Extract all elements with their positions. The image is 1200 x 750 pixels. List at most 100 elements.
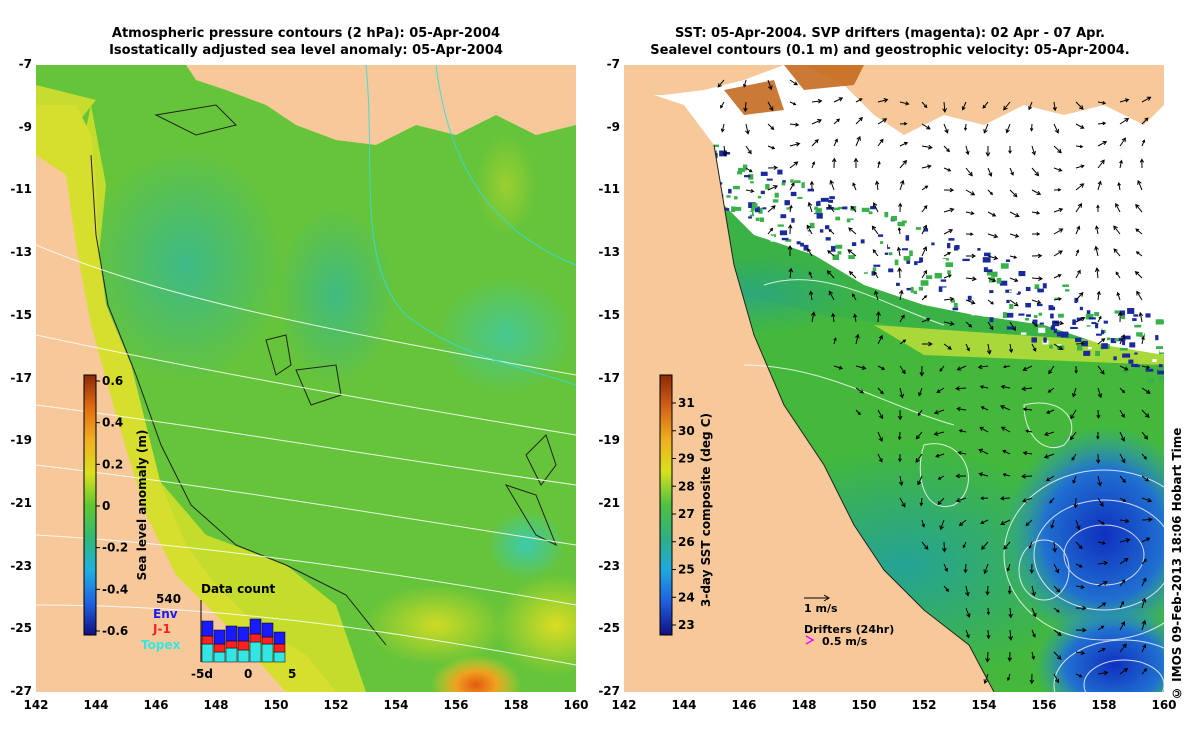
left-lon-tick: 156 bbox=[443, 698, 469, 712]
cloud-speckle bbox=[913, 290, 917, 295]
velocity-arrow bbox=[1053, 651, 1062, 660]
velocity-arrow bbox=[1009, 211, 1020, 218]
cloud-speckle bbox=[848, 255, 855, 260]
data-count-bar bbox=[249, 618, 262, 635]
velocity-arrow bbox=[965, 167, 973, 177]
cloud-speckle bbox=[748, 174, 754, 180]
cloud-speckle bbox=[1026, 314, 1031, 317]
velocity-arrow bbox=[1048, 365, 1055, 375]
velocity-arrow bbox=[1003, 101, 1011, 111]
colorbar-tick-label: 0.4 bbox=[102, 416, 123, 430]
velocity-arrow bbox=[826, 270, 835, 279]
velocity-arrow bbox=[1119, 557, 1129, 565]
velocity-arrow bbox=[1022, 451, 1033, 456]
velocity-arrow bbox=[921, 246, 928, 257]
left-lon-tick: 158 bbox=[503, 698, 529, 712]
cloud-speckle bbox=[945, 262, 954, 268]
colorbar-tick-label: 0.2 bbox=[102, 457, 123, 471]
velocity-arrow bbox=[767, 101, 774, 112]
velocity-arrow bbox=[745, 167, 753, 173]
cloud-speckle bbox=[887, 241, 894, 248]
cloud-speckle bbox=[909, 276, 916, 283]
velocity-arrow bbox=[1069, 431, 1077, 441]
cloud-speckle bbox=[1007, 323, 1013, 327]
velocity-arrow bbox=[1002, 449, 1011, 455]
cloud-speckle bbox=[1050, 313, 1054, 319]
cloud-speckle bbox=[925, 275, 933, 280]
cloud-speckle bbox=[813, 250, 821, 253]
velocity-arrow bbox=[1119, 453, 1126, 464]
cloud-speckle bbox=[1086, 326, 1092, 330]
velocity-arrow bbox=[965, 189, 976, 196]
cloud-speckle bbox=[1058, 313, 1064, 318]
colorbar-tick-label: 31 bbox=[678, 396, 695, 410]
cloud-speckle bbox=[888, 252, 893, 256]
velocity-arrow bbox=[1053, 297, 1062, 301]
cloud-speckle bbox=[790, 191, 797, 197]
cloud-speckle bbox=[1064, 289, 1070, 292]
velocity-arrow bbox=[987, 189, 994, 196]
cloud-speckle bbox=[1076, 317, 1082, 321]
velocity-arrow bbox=[1097, 602, 1107, 609]
cloud-speckle bbox=[901, 248, 909, 251]
cloud-speckle bbox=[732, 188, 737, 192]
sst-map[interactable]: 3-day SST composite (deg C) 31 30 29 28 27 26… bbox=[624, 65, 1164, 692]
cloud-speckle bbox=[1016, 291, 1021, 295]
cloud-speckle bbox=[1006, 326, 1013, 330]
velocity-arrow bbox=[848, 270, 857, 279]
velocity-arrow bbox=[1119, 475, 1126, 483]
velocity-arrow bbox=[1119, 601, 1124, 609]
velocity-arrow bbox=[828, 290, 835, 301]
velocity-arrow bbox=[1031, 232, 1041, 236]
cloud-speckle bbox=[755, 217, 760, 221]
left-colorbar: Sea level anomaly (m) bbox=[83, 374, 149, 636]
cloud-speckle bbox=[878, 246, 885, 249]
velocity-arrow bbox=[1053, 228, 1064, 235]
velocity-arrow bbox=[965, 343, 970, 352]
cloud-speckle bbox=[750, 206, 755, 211]
sst-land-queensland bbox=[624, 65, 994, 692]
velocity-arrow bbox=[1075, 541, 1083, 550]
cloud-speckle bbox=[940, 279, 947, 282]
velocity-arrow bbox=[1119, 579, 1126, 587]
velocity-arrow bbox=[921, 164, 932, 169]
cloud-speckle bbox=[872, 267, 877, 272]
velocity-arrow bbox=[855, 135, 861, 147]
cloud-speckle bbox=[812, 184, 821, 189]
right-colorbar-ticks: 31 30 29 28 27 26 25 24 23 bbox=[672, 396, 695, 632]
velocity-arrow bbox=[943, 167, 952, 172]
velocity-arrow bbox=[811, 98, 823, 104]
colorbar-tick-label: 28 bbox=[678, 479, 695, 493]
cloud-speckle bbox=[924, 266, 929, 271]
cloud-speckle bbox=[897, 221, 905, 227]
velocity-arrow bbox=[1137, 179, 1143, 191]
cloud-speckle bbox=[884, 211, 889, 218]
cloud-speckle bbox=[1114, 325, 1120, 329]
velocity-arrow bbox=[1053, 343, 1064, 350]
cloud-speckle bbox=[982, 257, 991, 263]
velocity-arrow bbox=[936, 387, 945, 393]
velocity-arrow bbox=[789, 161, 799, 169]
velocity-arrow bbox=[1135, 251, 1143, 257]
velocity-scale: 1 m/s bbox=[804, 594, 838, 615]
cloud-speckle bbox=[1159, 348, 1164, 353]
cloud-speckle bbox=[1152, 315, 1157, 321]
velocity-arrow bbox=[855, 116, 863, 125]
velocity-arrow bbox=[987, 299, 994, 305]
cloud-speckle bbox=[788, 227, 796, 234]
velocity-arrow bbox=[977, 364, 989, 370]
velocity-arrow bbox=[898, 289, 904, 301]
velocity-arrow bbox=[1050, 519, 1055, 529]
velocity-arrow bbox=[983, 123, 989, 134]
sea-level-anomaly-map[interactable]: Sea level anomaly (m) 0.6 0.4 0.2 0 -0.2 -0.4… bbox=[36, 65, 576, 692]
cloud-speckle bbox=[868, 211, 873, 215]
left-lat-tick: -23 bbox=[10, 558, 32, 573]
velocity-arrow bbox=[1053, 673, 1060, 684]
cloud-speckle bbox=[1159, 376, 1164, 381]
velocity-arrow bbox=[1021, 473, 1033, 479]
cloud-speckle bbox=[728, 188, 732, 194]
cloud-speckle bbox=[948, 238, 955, 241]
left-lon-tick: 144 bbox=[83, 698, 109, 712]
velocity-arrow bbox=[943, 585, 950, 592]
cloud-speckle bbox=[1091, 322, 1097, 325]
